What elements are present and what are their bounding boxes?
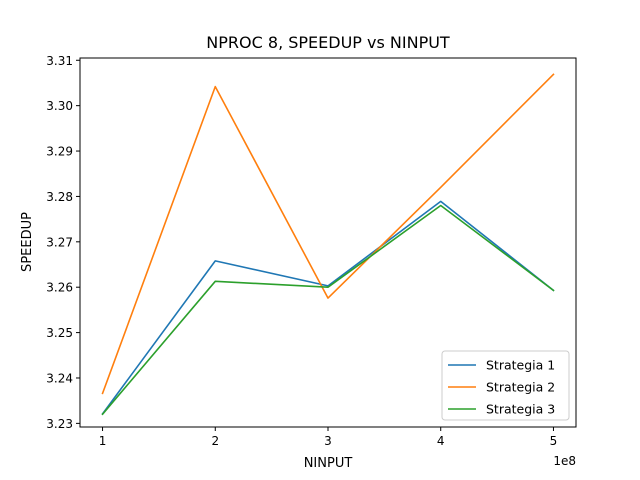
y-axis-label: SPEEDUP [20,212,35,272]
y-tick-label: 3.24 [46,371,73,385]
y-tick-label: 3.23 [46,417,73,431]
y-axis-ticks: 3.23 3.24 3.25 3.26 3.27 3.28 3.29 3.30 3.31 [46,54,80,431]
legend-label-2: Strategia 2 [486,380,555,395]
x-axis-ticks: 1 2 3 4 5 [99,427,558,448]
x-axis-offset-label: 1e8 [553,454,576,468]
plot-lines [101,73,555,416]
x-tick-label: 5 [550,434,558,448]
legend: Strategia 1 Strategia 2 Strategia 3 [441,350,570,421]
x-tick-label: 3 [324,434,332,448]
legend-label-3: Strategia 3 [486,402,555,417]
series-line-1 [101,200,555,415]
y-tick-label: 3.26 [46,281,73,295]
x-tick-label: 1 [99,434,107,448]
y-tick-label: 3.25 [46,326,73,340]
y-tick-label: 3.31 [46,54,73,68]
x-tick-label: 4 [437,434,445,448]
x-axis-label: NINPUT [304,456,353,471]
chart-title: NPROC 8, SPEEDUP vs NINPUT [206,33,450,52]
x-tick-label: 2 [211,434,219,448]
legend-label-1: Strategia 1 [486,358,555,373]
legend-box [441,350,570,421]
y-tick-label: 3.27 [46,235,73,249]
y-tick-label: 3.28 [46,190,73,204]
y-tick-label: 3.29 [46,145,73,159]
series-line-3 [101,204,555,416]
y-tick-label: 3.30 [46,99,73,113]
series-line-2 [101,73,555,395]
